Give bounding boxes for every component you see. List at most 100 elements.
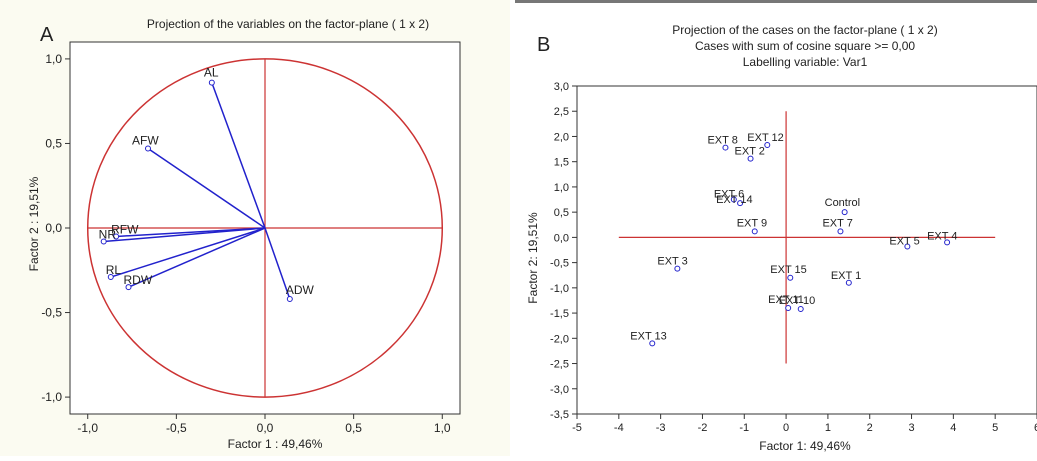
x-tick-label-b: -1 [739,422,749,434]
case-point [845,279,852,286]
variable-label: AFW [132,134,159,148]
plot-area-b [576,85,1037,415]
case-point [747,155,754,162]
case-point [841,209,848,216]
factor-plane-variables-chart: Projection of the variables on the facto… [27,17,461,451]
y-tick-label-a: -0,5 [41,306,62,320]
case-label: EXT 5 [889,235,919,247]
case-point [649,340,656,347]
case-label: EXT 12 [747,132,784,144]
case-label: EXT 8 [707,135,737,147]
loading-vector [128,227,266,288]
variable-label: RL [106,263,122,277]
x-tick-label-b: 0 [783,422,789,434]
y-tick-label-b: -1,0 [550,283,569,295]
case-label: EXT 7 [822,217,852,229]
variable-point [145,145,151,152]
y-tick-label-b: -3,5 [550,409,569,421]
variable-point [113,233,120,240]
case-point [797,306,804,313]
chart-b-subtitle: Cases with sum of cosine square >= 0,00 [695,39,915,53]
x-tick-label-a: 1,0 [434,421,451,435]
loading-vector [103,227,266,243]
chart-b-title: Projection of the cases on the factor-pl… [672,23,937,37]
y-tick-label-b: -2,0 [550,333,569,345]
case-point [751,228,758,235]
case-point [764,142,771,149]
variable-point [125,284,132,291]
y-tick-label-b: 0,5 [554,207,569,219]
chart-a-ylabel: Factor 2 : 19,51% [27,176,41,271]
y-tick-label-a: 1,0 [45,52,62,66]
variable-point [208,79,215,86]
chart-b-subtitle2: Labelling variable: Var1 [743,55,868,69]
case-point [722,144,729,151]
y-tick-label-b: 3,0 [554,81,569,93]
y-tick-label-b: 1,0 [554,182,569,194]
x-tick-label-a: -0,5 [166,421,187,435]
case-label: EXT 2 [735,146,765,158]
case-label: EXT 10 [779,295,816,307]
case-label: EXT 15 [770,264,807,276]
variable-point [100,238,107,245]
x-tick-label-b: -4 [614,422,624,434]
x-tick-label-a: 0,0 [257,421,274,435]
y-tick-label-b: 1,5 [554,157,569,169]
loading-vector [110,227,266,278]
loading-vector [147,147,266,229]
variable-label: ADW [286,283,315,297]
case-label: EXT 13 [630,330,667,342]
factor-plane-cases-chart: Projection of the cases on the factor-pl… [526,23,1037,453]
x-tick-label-b: 5 [992,422,998,434]
x-tick-label-a: -1,0 [77,421,98,435]
chart-b-ylabel: Factor 2: 19,51% [526,212,540,304]
chart-a-xlabel: Factor 1 : 49,46% [228,437,323,451]
variable-point [286,296,293,303]
y-tick-label-b: 0,0 [554,232,569,244]
case-point [837,228,844,235]
x-tick-label-b: -2 [698,422,708,434]
variable-label: NR [99,228,117,242]
case-label: EXT 4 [927,230,957,242]
panel-letter-a: A [40,24,54,46]
x-tick-label-b: 6 [1034,422,1037,434]
case-point [674,265,681,272]
chart-panel-a: A Projection of the variables on the fac… [0,0,510,456]
x-tick-label-b: -3 [656,422,666,434]
x-tick-label-b: 2 [867,422,873,434]
y-tick-label-b: 2,5 [554,106,569,118]
variable-label: AL [204,66,219,80]
loading-vector [264,227,291,300]
case-point [904,243,911,250]
case-label: Control [825,197,860,209]
case-point [730,196,737,203]
y-tick-label-a: -1,0 [41,390,62,404]
panel-letter-b: B [537,34,551,56]
y-tick-label-b: -3,0 [550,384,569,396]
case-point [737,200,744,207]
case-label: EXT 1 [831,270,861,282]
x-tick-label-b: 4 [950,422,956,434]
loading-vector [211,82,266,229]
y-tick-label-b: -1,5 [550,308,569,320]
chart-b-xlabel: Factor 1: 49,46% [759,439,851,453]
variable-point [107,274,114,281]
x-tick-label-b: 3 [908,422,914,434]
case-point [944,239,951,246]
panel-b-top-rule [515,0,1037,3]
case-label: EXT 3 [657,256,687,268]
y-tick-label-b: -2,5 [550,359,569,371]
case-label: EXT 14 [716,194,753,206]
chart-a-title: Projection of the variables on the facto… [147,17,429,31]
variable-label: RDW [124,273,153,287]
x-tick-label-b: -5 [572,422,582,434]
y-tick-label-b: -0,5 [550,258,569,270]
chart-panel-b: B Projection of the cases on the factor-… [515,0,1037,456]
y-tick-label-a: 0,0 [45,221,62,235]
case-label: EXT 11 [768,294,804,306]
x-tick-label-a: 0,5 [345,421,362,435]
case-point [785,305,792,312]
y-tick-label-b: 2,0 [554,131,569,143]
case-label: EXT 9 [737,217,767,229]
case-label: EXT 6 [714,189,744,201]
